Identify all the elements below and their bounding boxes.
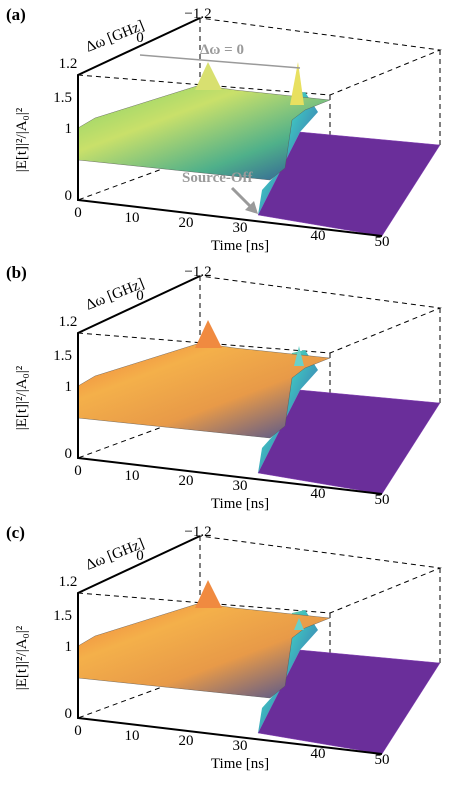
time-tick-label: 20 [179, 215, 194, 231]
time-axis-title: Time [ns] [211, 496, 269, 512]
time-tick-label: 20 [179, 733, 194, 749]
sheet-surface [77, 342, 331, 439]
time-tick-label: 50 [375, 752, 390, 768]
time-tick-label: 0 [74, 205, 82, 221]
z-tick-label: 1 [65, 121, 73, 137]
time-axis-title: Time [ns] [211, 756, 269, 772]
annotation: Source-Off [182, 170, 254, 186]
z-tick-label: 1 [65, 379, 73, 395]
depth-tick-label: 0 [136, 548, 144, 564]
depth-tick-label: 1.2 [59, 56, 78, 72]
time-tick-label: 30 [233, 478, 248, 494]
peak-surface [294, 618, 304, 630]
time-tick-label: 0 [74, 723, 82, 739]
z-tick-label: 1.5 [53, 348, 72, 364]
hump-surface [195, 320, 222, 348]
time-tick-label: 50 [375, 234, 390, 250]
depth-tick-label: −1.2 [184, 264, 211, 280]
time-tick-label: 40 [311, 486, 326, 502]
axis-line [77, 17, 383, 237]
time-tick-label: 40 [311, 228, 326, 244]
z-tick-label: 1.5 [53, 608, 72, 624]
panel: (a)Δω [GHz]1.20−1.21.510|E[t]|²/|A₀|²0 10… [6, 5, 442, 254]
panel-label: (a) [6, 5, 26, 24]
peak-surface [290, 62, 304, 105]
axis-line [77, 535, 383, 755]
annotation-line [139, 54, 301, 69]
panel-label: (c) [6, 523, 25, 542]
time-axis-title: Time [ns] [211, 238, 269, 254]
depth-tick-label: −1.2 [184, 6, 211, 22]
z-axis-title: |E[t]|²/|A₀|² [14, 107, 30, 172]
panel-label: (b) [6, 263, 27, 282]
depth-tick-label: 0 [136, 30, 144, 46]
sheet-surface [77, 84, 331, 181]
transition-surface [258, 610, 318, 733]
hump-surface [195, 580, 222, 608]
sheet-surface [77, 602, 331, 699]
transition-surface [258, 350, 318, 473]
time-tick-label: 30 [233, 738, 248, 754]
time-tick-label: 40 [311, 746, 326, 762]
annotation-arrowhead [245, 201, 258, 214]
z-axis-title: |E[t]|²/|A₀|² [14, 625, 30, 690]
peak-surface [294, 346, 304, 366]
time-tick-label: 10 [125, 468, 140, 484]
depth-tick-label: 1.2 [59, 314, 78, 330]
time-tick-label: 0 [74, 463, 82, 479]
depth-tick-label: −1.2 [184, 524, 211, 540]
time-tick-label: 30 [233, 220, 248, 236]
annotation: Δω = 0 [200, 42, 244, 58]
z-tick-label: 0 [65, 706, 73, 722]
panel: (b)Δω [GHz]1.20−1.21.510|E[t]|²/|A₀|²0 10… [6, 263, 442, 512]
time-tick-label: 10 [125, 210, 140, 226]
z-tick-label: 1.5 [53, 90, 72, 106]
z-axis-title: |E[t]|²/|A₀|² [14, 365, 30, 430]
time-tick-label: 10 [125, 728, 140, 744]
depth-tick-label: 0 [136, 288, 144, 304]
z-tick-label: 1 [65, 639, 73, 655]
hump-surface [195, 62, 222, 90]
transition-surface [258, 92, 318, 215]
panel: (c)Δω [GHz]1.20−1.21.510|E[t]|²/|A₀|²0 10… [6, 523, 442, 772]
z-tick-label: 0 [65, 446, 73, 462]
axis-line [77, 275, 383, 495]
time-tick-label: 50 [375, 492, 390, 508]
time-tick-label: 20 [179, 473, 194, 489]
z-tick-label: 0 [65, 188, 73, 204]
depth-tick-label: 1.2 [59, 574, 78, 590]
annotation-arrow [230, 186, 254, 210]
